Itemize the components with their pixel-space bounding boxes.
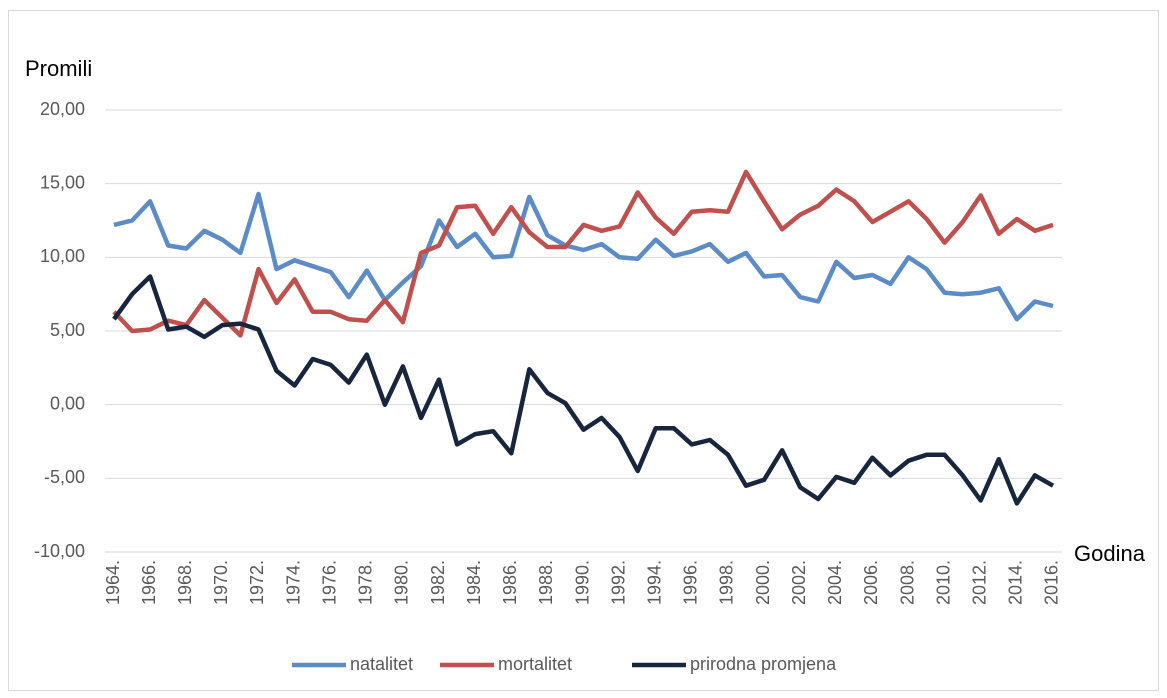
chart-frame [8,10,1159,691]
x-tick-label: 2006. [861,560,881,605]
x-tick-label: 1966. [139,560,159,605]
x-axis-title: Godina [1074,541,1146,566]
x-tick-label: 1996. [681,560,701,605]
x-tick-label: 1964. [103,560,123,605]
data-line [113,191,1054,322]
y-tick-label: -5,00 [44,467,85,487]
x-tick-label: 2000. [753,560,773,605]
y-axis-title: Promili [25,56,92,81]
x-tick-label: 2016. [1042,560,1062,605]
x-tick-label: 1972. [247,560,267,605]
x-tick-label: 1968. [175,560,195,605]
x-tick-label: 1986. [500,560,520,605]
legend-label: prirodna promjena [690,654,837,674]
x-tick-label: 2008. [897,560,917,605]
x-tick-label: 1992. [608,560,628,605]
x-tick-label: 2014. [1006,560,1026,605]
x-tick-label: 1990. [572,560,592,605]
data-line [112,274,1055,506]
x-tick-label: 1984. [464,560,484,605]
x-tick-label: 1970. [211,560,231,605]
y-tick-label: -10,00 [34,541,85,561]
x-tick-label: 1988. [536,560,556,605]
x-tick-label: 1980. [392,560,412,605]
x-tick-label: 2002. [789,560,809,605]
legend-label: mortalitet [498,654,572,674]
x-tick-label: 1974. [283,560,303,605]
x-tick-label: 1976. [319,560,339,605]
x-tick-label: 1978. [356,560,376,605]
x-tick-label: 2012. [969,560,989,605]
x-tick-label: 2004. [825,560,845,605]
y-tick-label: 5,00 [50,320,85,340]
y-tick-label: 15,00 [40,172,85,192]
x-tick-label: 1982. [428,560,448,605]
legend-label: natalitet [350,654,413,674]
x-tick-label: 1994. [644,560,664,605]
y-tick-label: 20,00 [40,99,85,119]
x-tick-label: 2010. [933,560,953,605]
y-tick-label: 0,00 [50,393,85,413]
data-line [112,169,1054,338]
y-tick-label: 10,00 [40,246,85,266]
x-tick-label: 1998. [717,560,737,605]
